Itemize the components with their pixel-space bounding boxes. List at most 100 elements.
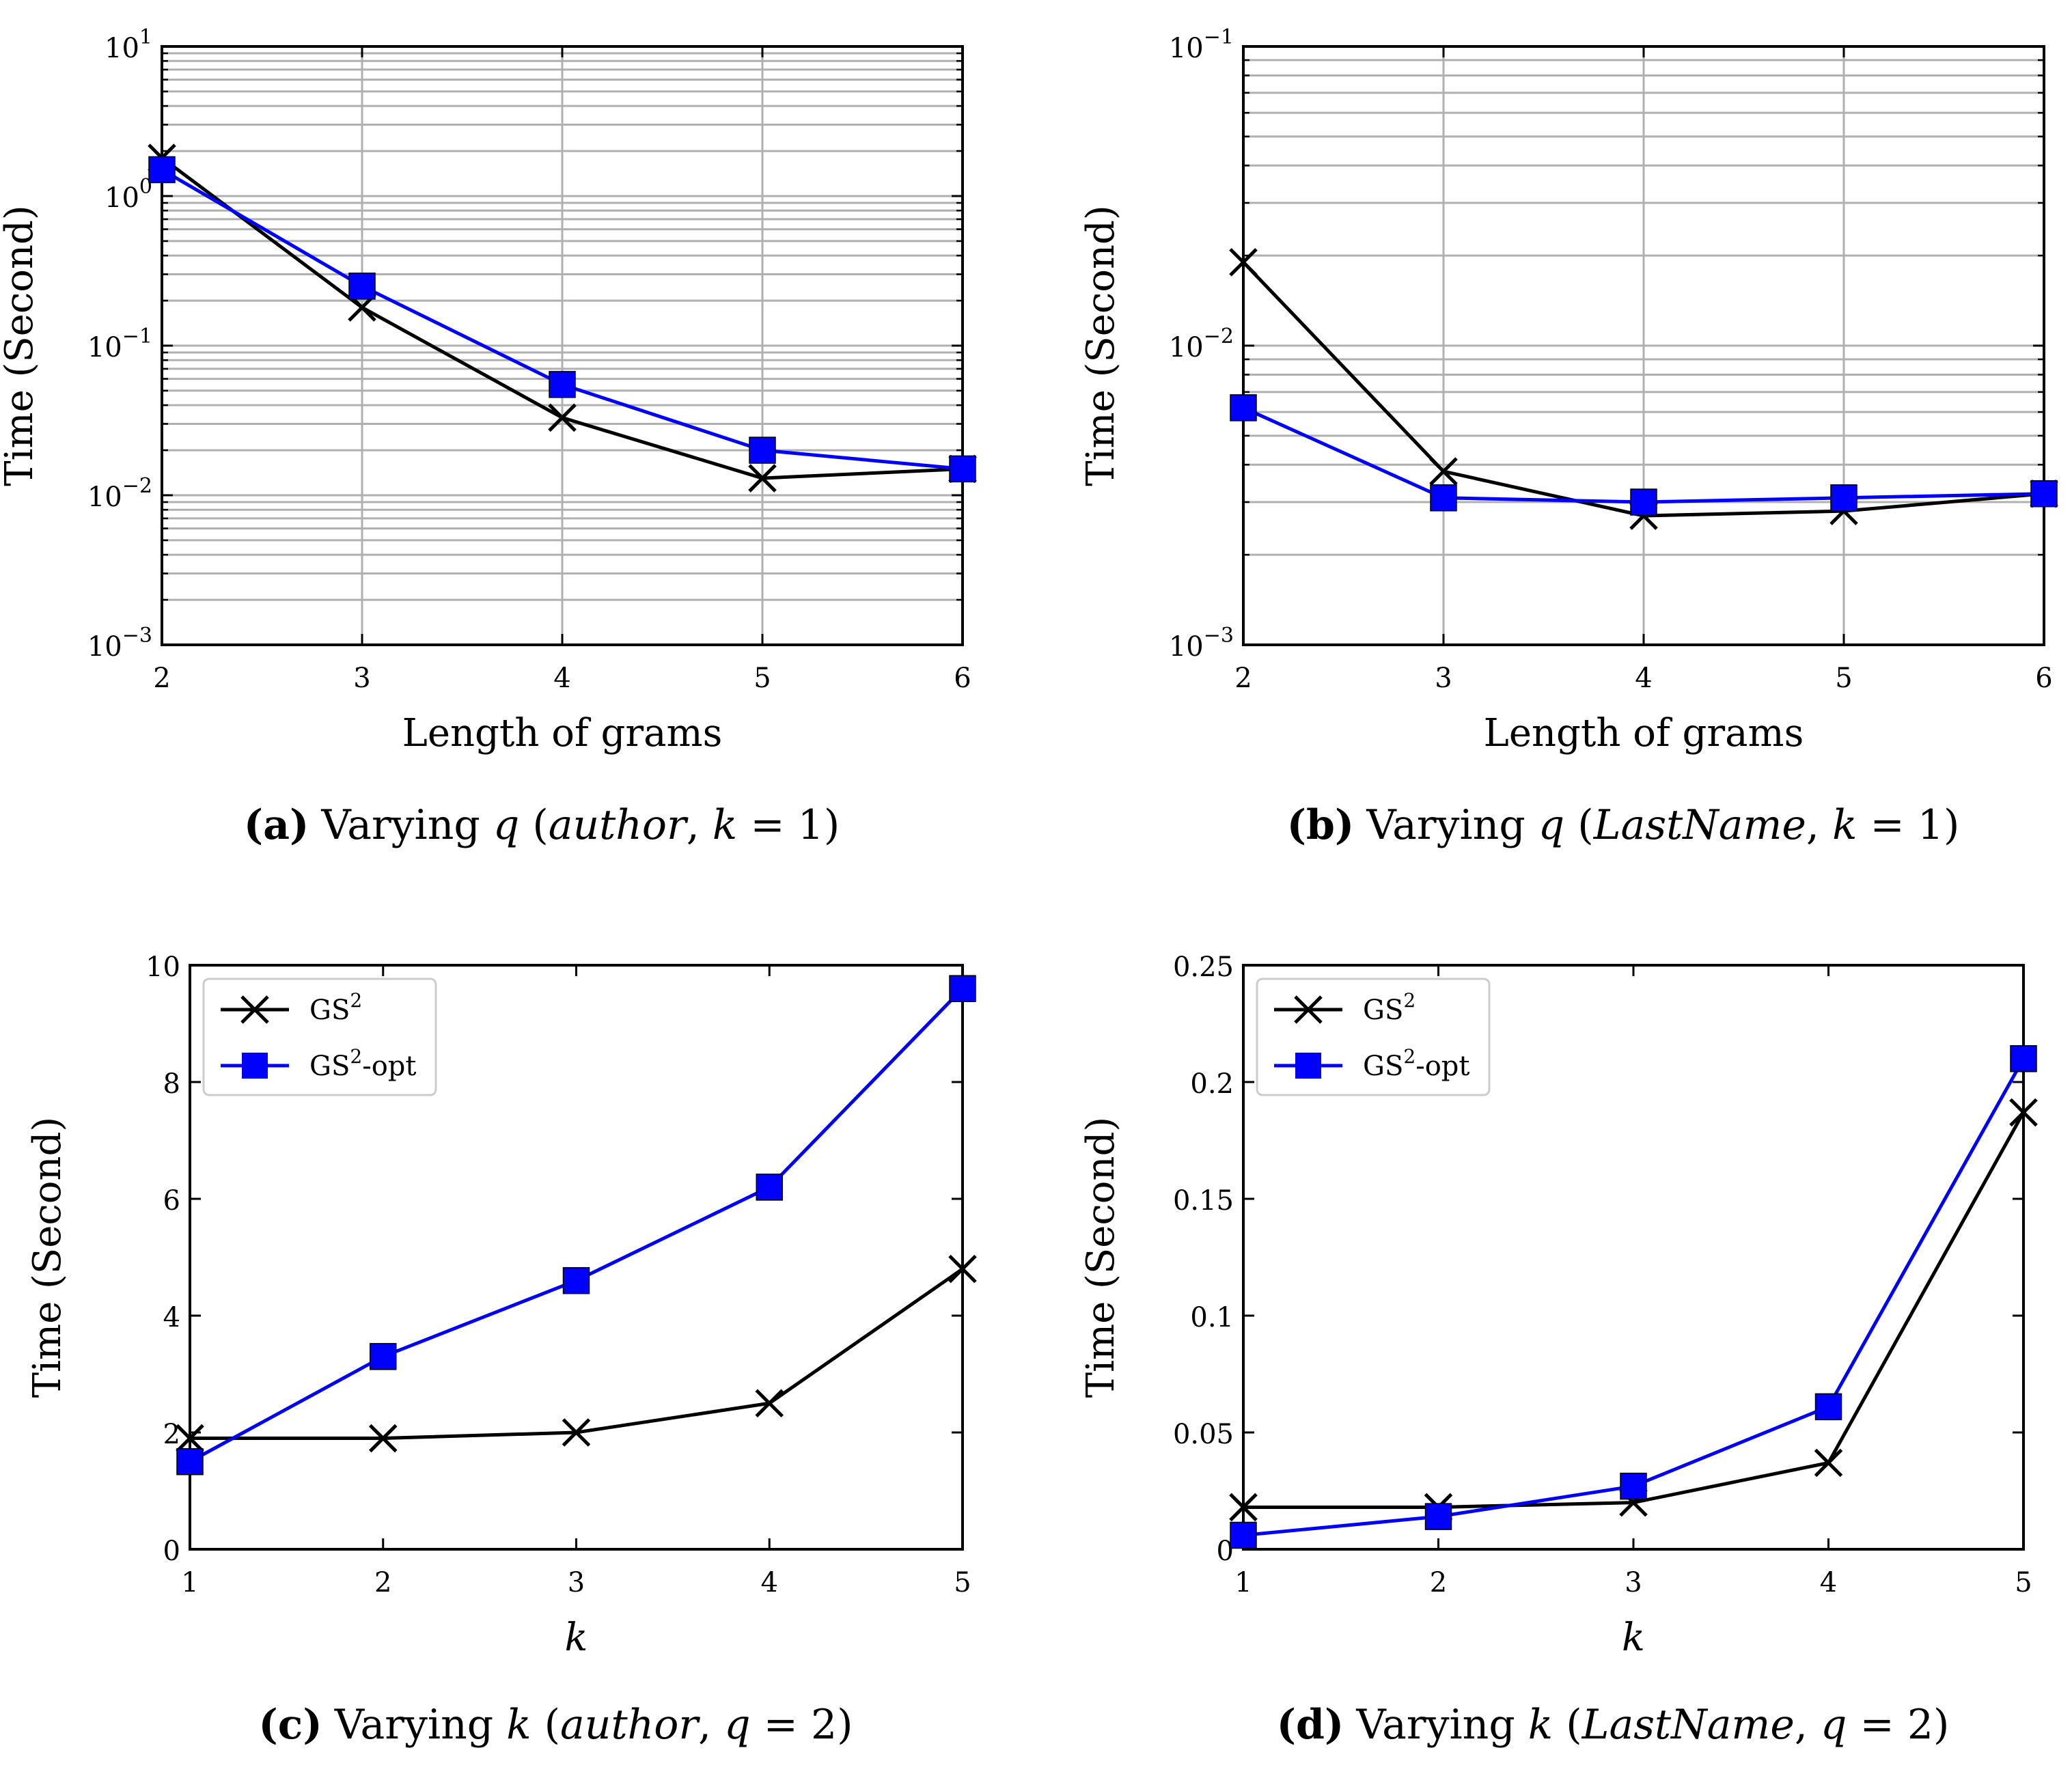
caption-open: (: [1553, 1701, 1581, 1749]
series-markers-gs2-opt: [1230, 1045, 2037, 1549]
caption-pre: Varying: [334, 1701, 506, 1749]
data-point-square-marker: [949, 975, 976, 1002]
tick-base: 10: [105, 182, 139, 214]
data-point-square-marker: [562, 1266, 590, 1294]
data-point-x-marker: [368, 1424, 398, 1453]
tick-base: 10: [87, 631, 122, 663]
tick-exponent: −2: [1204, 324, 1234, 348]
legend-label: GS2-opt: [309, 1045, 416, 1082]
caption-open: (: [531, 1701, 560, 1749]
y-tick-label: 10−2: [87, 474, 152, 513]
legend-label-base: GS: [309, 995, 350, 1026]
caption-pre: Varying: [1355, 1701, 1528, 1749]
legend-label-base: GS: [1363, 1051, 1403, 1082]
legend-x-marker: [240, 995, 269, 1024]
data-point-square-marker: [148, 156, 176, 184]
legend-label-suffix: -opt: [1415, 1051, 1469, 1082]
legend-label: GS2: [309, 989, 362, 1026]
x-marker-stroke: [755, 1389, 784, 1418]
series-markers-gs2-opt: [1230, 394, 2058, 516]
data-point-x-marker: [755, 1389, 784, 1418]
caption-param: k: [713, 801, 737, 849]
x-marker-stroke: [1229, 248, 1258, 277]
tick-exponent: −2: [122, 474, 152, 498]
y-tick-label: 10−3: [87, 624, 152, 663]
caption-open: (: [519, 801, 548, 849]
legend-label-base: GS: [1363, 995, 1403, 1026]
x-marker-stroke: [748, 464, 777, 493]
tick-base: 10: [87, 332, 122, 363]
data-point-x-marker: [948, 1254, 977, 1284]
x-marker-stroke: [1229, 1493, 1258, 1522]
legend-label-superscript: 2: [350, 989, 362, 1012]
data-point-square-marker: [370, 1343, 397, 1370]
y-tick-label: 0.2: [1190, 1068, 1234, 1100]
tick-exponent: −3: [122, 624, 152, 648]
data-point-x-marker: [548, 403, 577, 432]
legend-label: GS2: [1363, 989, 1415, 1026]
y-tick-label: 0.25: [1173, 952, 1234, 983]
series-markers-gs2-opt: [176, 975, 976, 1475]
x-tick-label: 2: [1430, 1567, 1447, 1598]
tick-exponent: −3: [1204, 624, 1234, 648]
x-tick-label: 5: [954, 1567, 971, 1598]
ticks: [161, 45, 964, 646]
caption-sep: ,: [1806, 801, 1832, 849]
y-tick-label: 100: [105, 175, 152, 214]
data-point-square-marker: [2010, 1045, 2037, 1072]
caption-letter: (b): [1287, 801, 1355, 849]
subfigure-caption: (a) Varying q (author, k = 1): [244, 801, 840, 849]
caption-var: k: [1528, 1701, 1553, 1749]
legend-label-suffix: -opt: [362, 1051, 416, 1082]
y-axis-label: Time (Second): [0, 205, 42, 486]
y-tick-label: 4: [163, 1302, 180, 1333]
x-tick-label: 4: [761, 1567, 778, 1598]
legend-label-superscript: 2: [1403, 989, 1415, 1012]
legend-label-base: GS: [309, 1051, 350, 1082]
data-point-x-marker: [1814, 1448, 1843, 1478]
caption-eq: = 2): [751, 1701, 853, 1749]
x-tick-label: 2: [1234, 663, 1252, 694]
caption-letter: (a): [244, 801, 309, 849]
data-point-square-marker: [749, 436, 776, 464]
x-tick-label: 6: [2035, 663, 2052, 694]
data-point-x-marker: [1229, 1493, 1258, 1522]
caption-dataset: author: [549, 801, 689, 849]
caption-pre: Varying: [320, 801, 493, 849]
tick-exponent: 1: [139, 25, 152, 49]
series-line-gs2: [190, 1267, 964, 1441]
gridlines: [161, 46, 964, 646]
legend-x-marker: [1294, 995, 1323, 1024]
x-axis-label: Length of grams: [402, 711, 723, 756]
data-point-x-marker: [1229, 248, 1258, 277]
y-tick-label: 101: [105, 25, 152, 64]
caption-param: q: [1821, 1701, 1847, 1749]
y-axis-label: Time (Second): [1079, 1117, 1123, 1398]
x-axis-label: k: [1622, 1616, 1645, 1660]
tick-base: 10: [1169, 33, 1204, 64]
legend-label: GS2-opt: [1363, 1045, 1469, 1082]
y-tick-label: 10−2: [1169, 324, 1234, 363]
tick-base: 10: [1169, 332, 1204, 363]
caption-var: k: [506, 1701, 531, 1749]
data-point-square-marker: [1814, 1393, 1842, 1421]
caption-eq: = 1): [1857, 801, 1959, 849]
y-tick-label: 0.15: [1173, 1185, 1234, 1217]
caption-var: q: [493, 801, 519, 849]
y-tick-label: 10−1: [87, 324, 152, 363]
data-point-x-marker: [2009, 1098, 2038, 1127]
tick-base: 10: [105, 33, 139, 64]
caption-open: (: [1564, 801, 1593, 849]
x-marker-stroke: [1429, 457, 1458, 486]
y-tick-label: 0: [163, 1536, 180, 1567]
series-markers-gs2: [176, 1254, 977, 1453]
data-point-square-marker: [949, 455, 976, 483]
y-tick-label: 10: [146, 952, 180, 983]
series-markers-gs2-opt: [148, 156, 976, 483]
x-tick-label: 3: [1625, 1567, 1642, 1598]
